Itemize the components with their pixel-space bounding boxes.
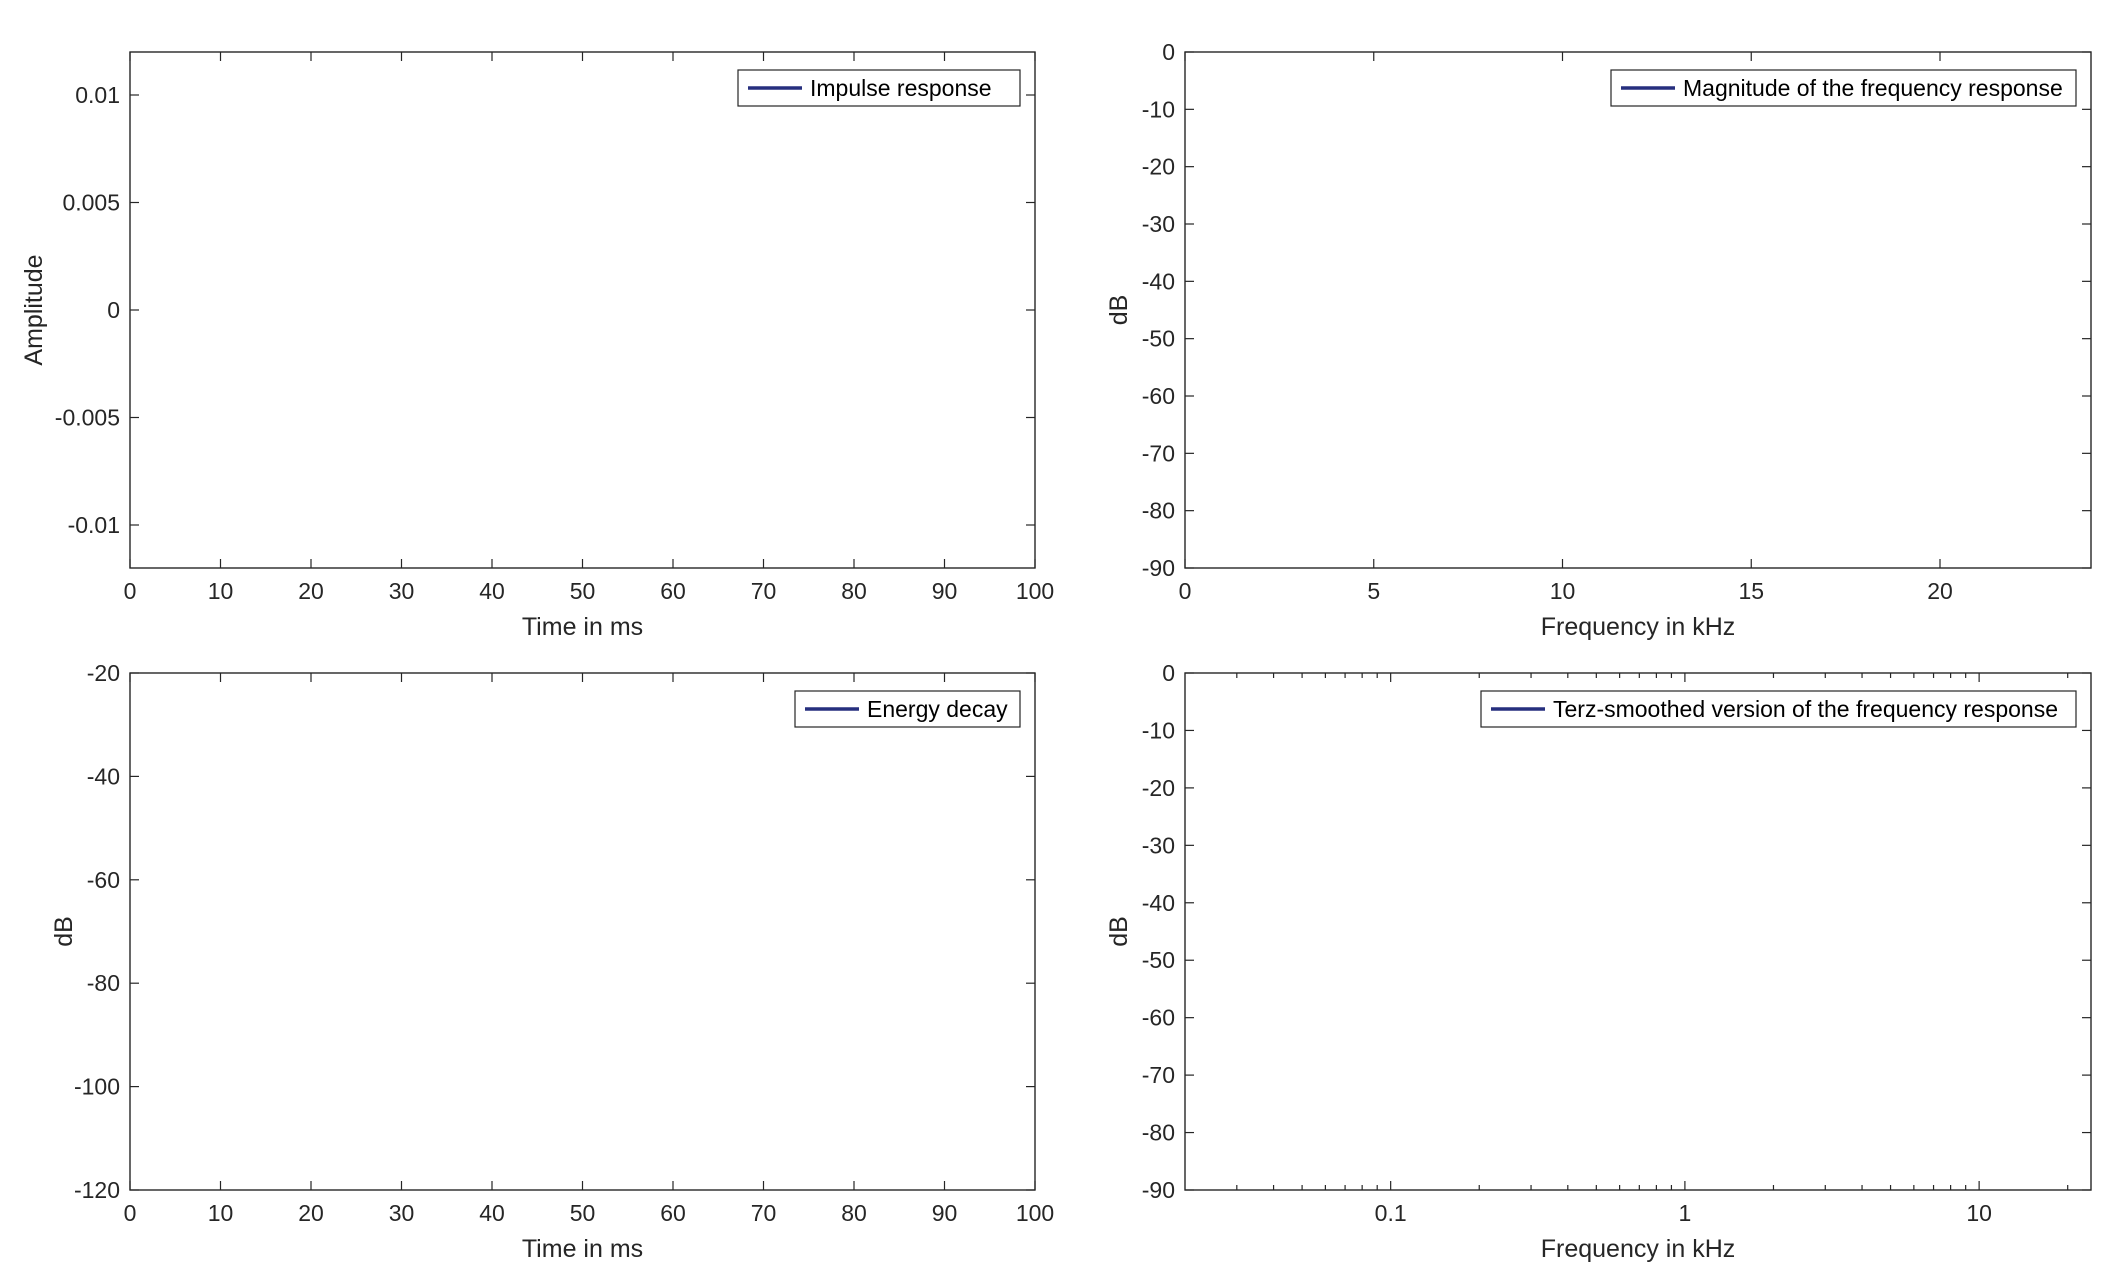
- ticks: 0 5 10 15 20 0 -10 -20 -30 -40 -50 -60 -70 -80 -90: [1142, 39, 2091, 604]
- y-tick-label: -0.01: [68, 512, 120, 538]
- y-tick-label: -70: [1142, 440, 1175, 466]
- y-tick-label: 0: [1162, 660, 1175, 686]
- x-tick-label: 0.1: [1375, 1200, 1407, 1226]
- ticks: 0 10 20 30 40 50 60 70 80 90 100 -20 -40 -60 -80 -100 -1…: [74, 660, 1054, 1226]
- y-tick-label: -60: [1142, 383, 1175, 409]
- panel-impulse: 0 10 20 30 40 50 60 70 80 90 100 0.01 0.005 0 -0.005 -0…: [20, 51, 1054, 641]
- x-axis-label: Frequency in kHz: [1541, 1235, 1736, 1263]
- y-axis-label: dB: [50, 916, 78, 947]
- y-tick-label: -40: [87, 763, 120, 789]
- x-tick-label: 90: [932, 1200, 958, 1226]
- y-tick-label: -40: [1142, 890, 1175, 916]
- x-tick-label: 60: [660, 578, 686, 604]
- panel-magnitude: 0 5 10 15 20 0 -10 -20 -30 -40 -50 -60 -70 -80 -90 Freq…: [1105, 39, 2092, 641]
- y-tick-label: 0: [107, 297, 120, 323]
- x-tick-label: 20: [298, 1200, 324, 1226]
- y-tick-label: -90: [1142, 555, 1175, 581]
- x-tick-label: 10: [208, 578, 234, 604]
- y-tick-label: -0.005: [55, 405, 120, 431]
- y-tick-label: -80: [87, 970, 120, 996]
- y-tick-label: 0.01: [75, 82, 120, 108]
- x-tick-label: 80: [841, 578, 867, 604]
- x-tick-label: 0: [1179, 578, 1192, 604]
- x-tick-label: 5: [1367, 578, 1380, 604]
- x-tick-label: 70: [751, 1200, 777, 1226]
- legend-label-terz-smoothed-version-of-the-frequency-response: Terz-smoothed version of the frequency r…: [1553, 696, 2058, 722]
- ticks: 0.1 1 10 0 -10 -20 -30 -40 -50 -60 -70 -80 -90: [1142, 660, 2091, 1226]
- panel-terz: 0.1 1 10 0 -10 -20 -30 -40 -50 -60 -70 -80 -90 Freque…: [1105, 660, 2092, 1263]
- y-tick-label: 0.005: [62, 190, 120, 216]
- x-tick-label: 50: [570, 578, 596, 604]
- legend: Magnitude of the frequency response: [1610, 69, 2077, 107]
- y-tick-label: -10: [1142, 96, 1175, 122]
- y-tick-label: -20: [87, 660, 120, 686]
- x-tick-label: 70: [751, 578, 777, 604]
- x-axis-label: Time in ms: [522, 1235, 643, 1263]
- y-tick-label: -100: [74, 1074, 120, 1100]
- x-tick-label: 40: [479, 578, 505, 604]
- x-tick-label: 50: [570, 1200, 596, 1226]
- y-tick-label: -50: [1142, 947, 1175, 973]
- ticks: 0 10 20 30 40 50 60 70 80 90 100 0.01 0.005 0 -0.005 -0…: [55, 52, 1054, 604]
- y-tick-label: -70: [1142, 1062, 1175, 1088]
- legend-label-impulse-response: Impulse response: [810, 75, 992, 101]
- y-tick-label: -90: [1142, 1177, 1175, 1203]
- x-tick-label: 30: [389, 578, 415, 604]
- x-tick-label: 90: [932, 578, 958, 604]
- x-tick-label: 10: [208, 1200, 234, 1226]
- y-tick-label: -120: [74, 1177, 120, 1203]
- y-tick-label: 0: [1162, 39, 1175, 65]
- y-tick-label: -30: [1142, 211, 1175, 237]
- y-axis-label: dB: [1105, 916, 1133, 947]
- x-tick-label: 10: [1966, 1200, 1992, 1226]
- x-tick-label: 30: [389, 1200, 415, 1226]
- axes-frame: [1184, 51, 2092, 569]
- y-tick-label: -10: [1142, 717, 1175, 743]
- x-tick-label: 60: [660, 1200, 686, 1226]
- y-axis-label: dB: [1105, 295, 1133, 326]
- x-tick-label: 20: [1927, 578, 1953, 604]
- x-tick-label: 80: [841, 1200, 867, 1226]
- legend-box: [1480, 690, 2077, 728]
- x-tick-label: 15: [1738, 578, 1764, 604]
- legend: Impulse response: [737, 69, 1021, 107]
- x-tick-label: 20: [298, 578, 324, 604]
- x-tick-label: 10: [1550, 578, 1576, 604]
- x-tick-label: 100: [1016, 578, 1054, 604]
- x-tick-label: 0: [124, 1200, 137, 1226]
- x-axis-label: Frequency in kHz: [1541, 613, 1736, 641]
- y-axis-label: Amplitude: [20, 254, 48, 365]
- panel-energy: 0 10 20 30 40 50 60 70 80 90 100 -20 -40 -60 -80 -100 -1…: [50, 660, 1054, 1263]
- y-tick-label: -60: [1142, 1005, 1175, 1031]
- y-tick-label: -20: [1142, 775, 1175, 801]
- x-tick-label: 40: [479, 1200, 505, 1226]
- y-tick-label: -40: [1142, 268, 1175, 294]
- y-tick-label: -80: [1142, 1120, 1175, 1146]
- legend-box: [1610, 69, 2077, 107]
- x-axis-label: Time in ms: [522, 613, 643, 641]
- x-tick-label: 1: [1678, 1200, 1691, 1226]
- y-tick-label: -80: [1142, 498, 1175, 524]
- y-tick-label: -60: [87, 867, 120, 893]
- legend: Terz-smoothed version of the frequency r…: [1480, 690, 2077, 728]
- x-tick-label: 100: [1016, 1200, 1054, 1226]
- axes-frame: [1184, 672, 2092, 1191]
- y-tick-label: -30: [1142, 832, 1175, 858]
- legend-label-magnitude-of-the-frequency-response: Magnitude of the frequency response: [1683, 75, 2063, 101]
- y-tick-label: -20: [1142, 154, 1175, 180]
- axes-frame: [129, 51, 1036, 569]
- legend-label-energy-decay: Energy decay: [867, 696, 1008, 722]
- x-tick-label: 0: [124, 578, 137, 604]
- legend: Energy decay: [794, 690, 1021, 728]
- axes-frame: [129, 672, 1036, 1191]
- y-tick-label: -50: [1142, 326, 1175, 352]
